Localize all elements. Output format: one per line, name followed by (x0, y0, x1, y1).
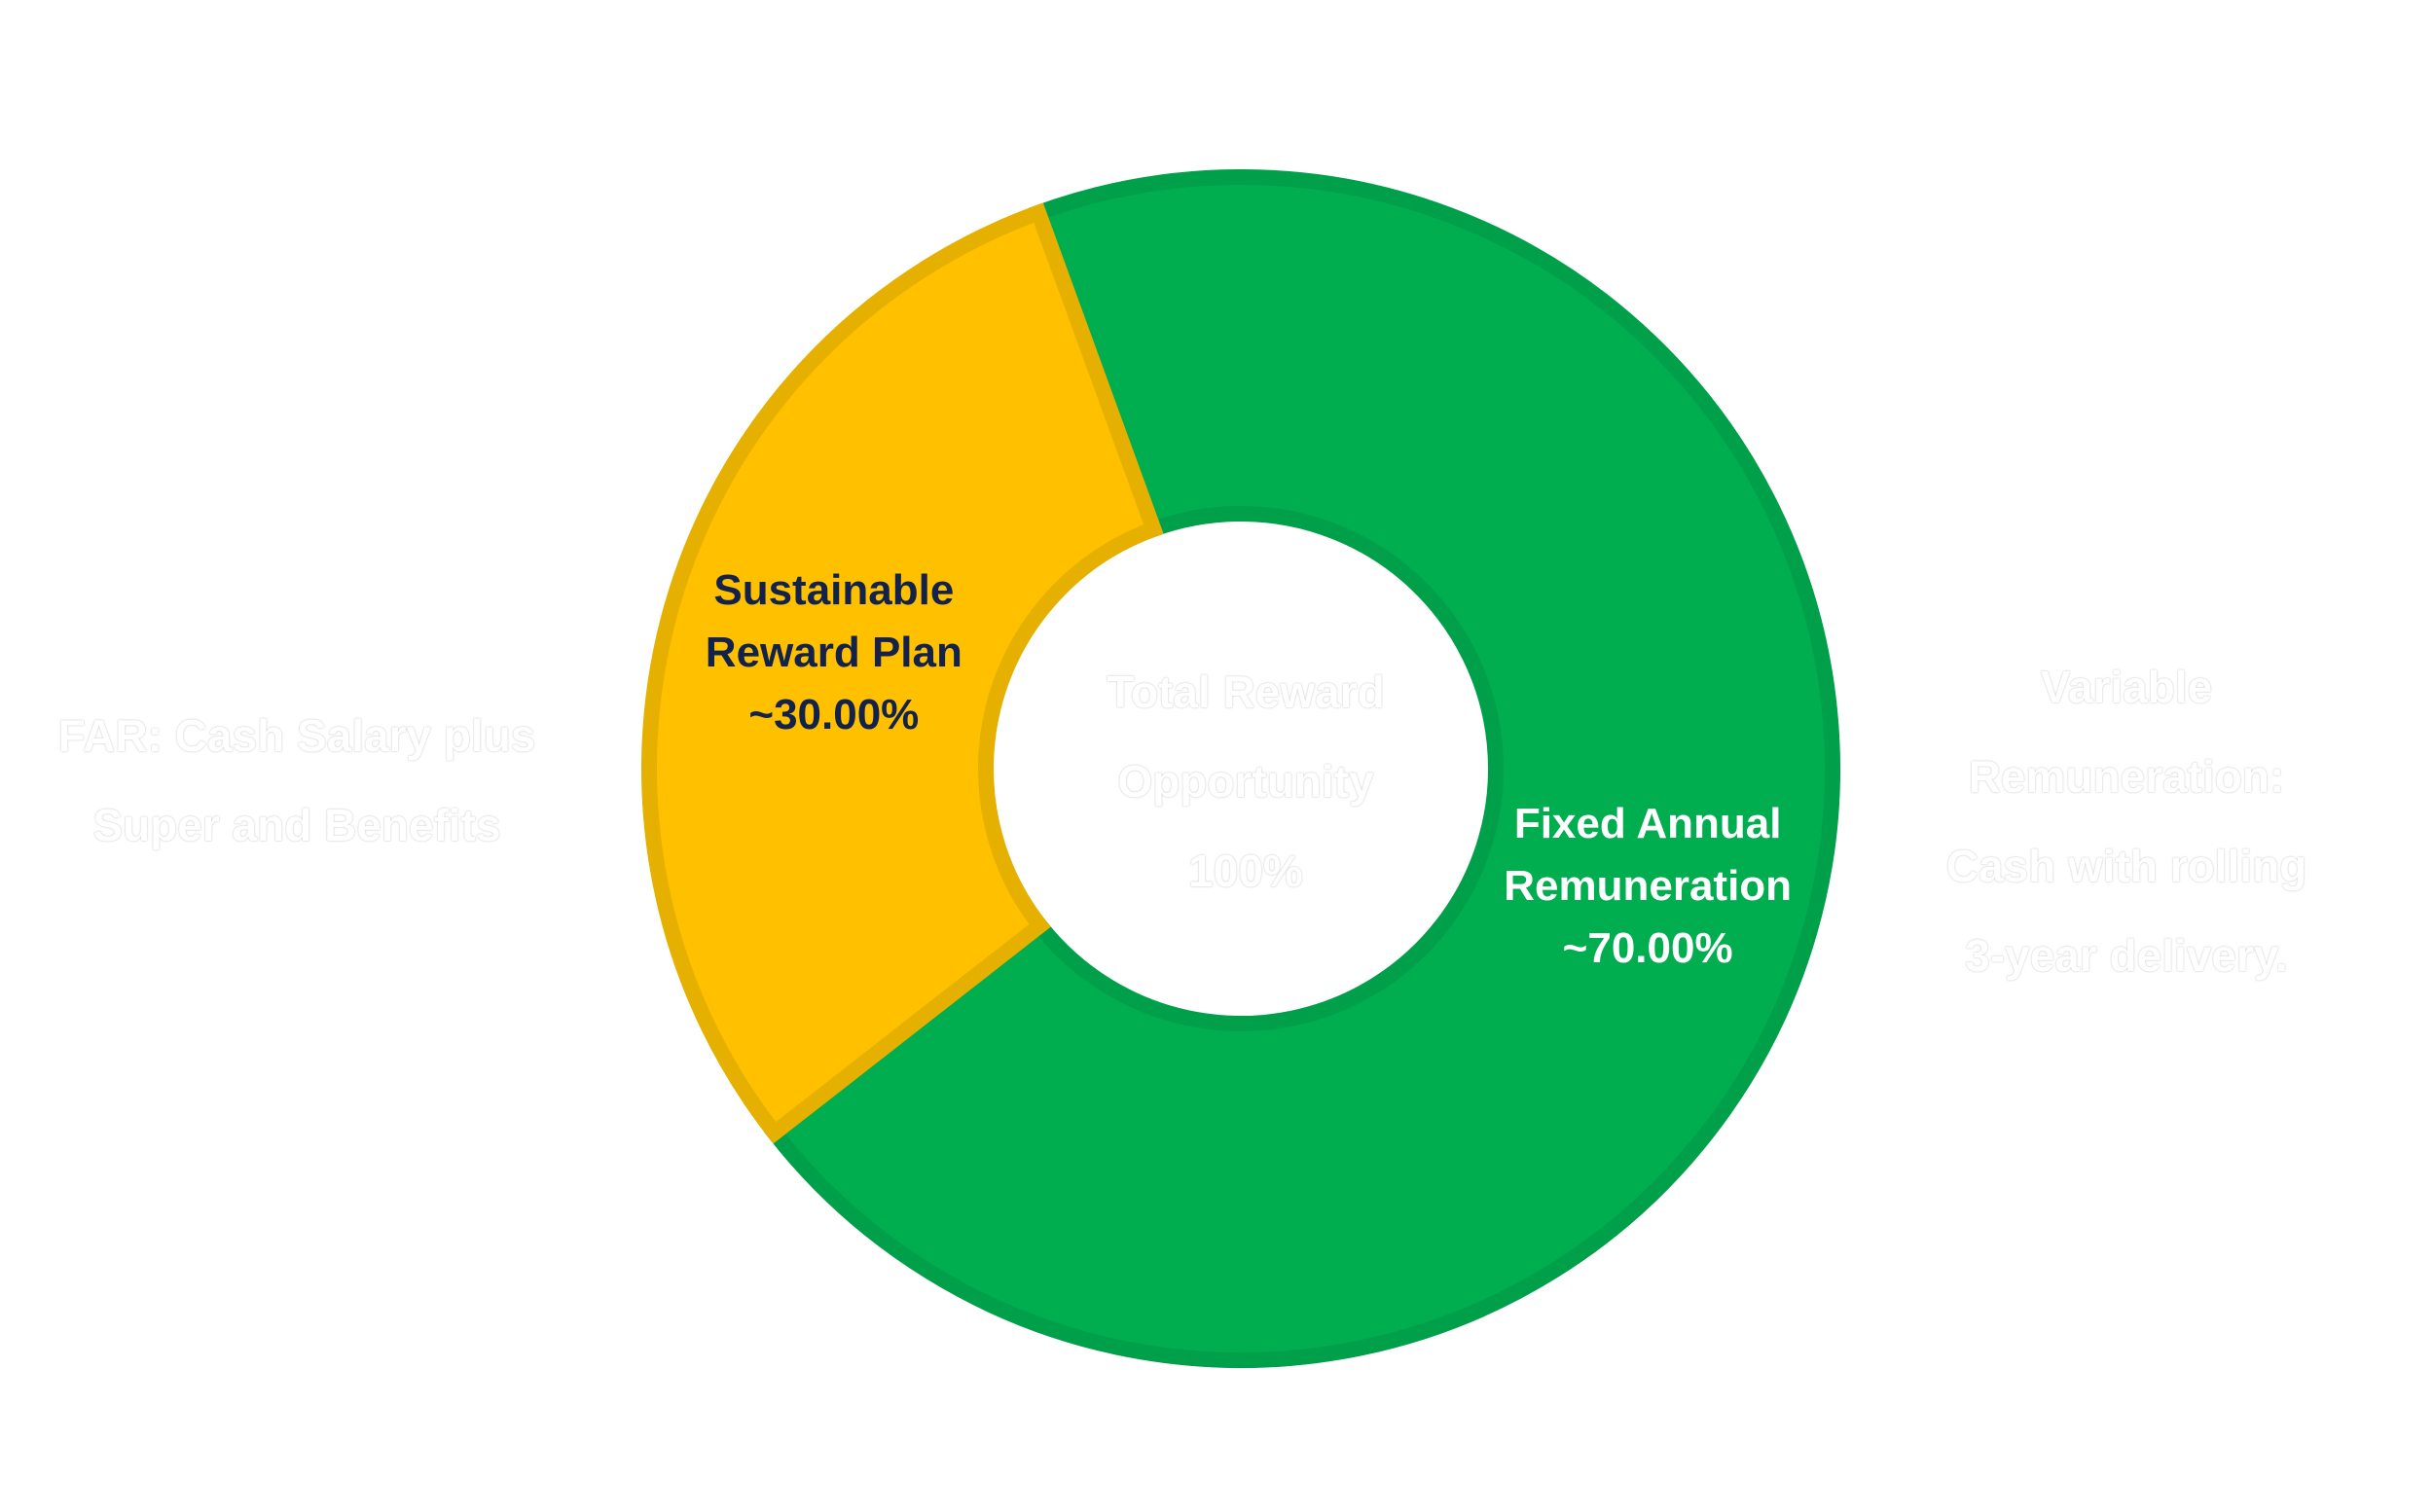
slice-label-line-2: Reward Plan (706, 629, 962, 676)
far-annotation-line-2: Super and Benefits (92, 800, 501, 850)
slice-labels-layer: Fixed Annual Remuneration ~70.00% Sustainab… (706, 566, 1792, 972)
far-annotation: FAR: Cash Salary plus Super and Benefits (19, 691, 574, 870)
center-label-line-3: 100% (1188, 846, 1303, 896)
slice-label-fixed-annual-remuneration: Fixed Annual Remuneration ~70.00% (1504, 800, 1792, 972)
slice-label-line-1: Sustainable (713, 566, 954, 614)
slice-label-line-3: ~30.00% (748, 691, 919, 738)
slice-label-sustainable-reward-plan: Sustainable Reward Plan ~30.00% (706, 566, 962, 738)
donut-center-label: Total Reward Opportunity 100% (1041, 647, 1450, 916)
slice-label-line-1: Fixed Annual (1514, 800, 1782, 847)
slice-fixed-annual-remuneration (763, 169, 1840, 1368)
center-label-line-2: Opportunity (1117, 756, 1374, 807)
center-label-line-1: Total Reward (1107, 666, 1385, 717)
slice-label-line-2: Remuneration (1504, 862, 1792, 910)
slice-label-line-3: ~70.00% (1563, 924, 1733, 972)
variable-annotation-line-2: Remuneration: (1968, 751, 2285, 802)
variable-annotation-line-4: 3-year delivery. (1965, 930, 2288, 981)
variable-annotation-line-3: Cash with rolling (1945, 841, 2307, 891)
variable-remuneration-annotation: Variable Remuneration: Cash with rolling… (1898, 642, 2355, 1000)
variable-annotation-line-1: Variable (2040, 662, 2213, 712)
slices-layer (641, 169, 1840, 1368)
slice-sustainable-reward-plan (641, 202, 1164, 1144)
far-annotation-line-1: FAR: Cash Salary plus (57, 710, 536, 761)
